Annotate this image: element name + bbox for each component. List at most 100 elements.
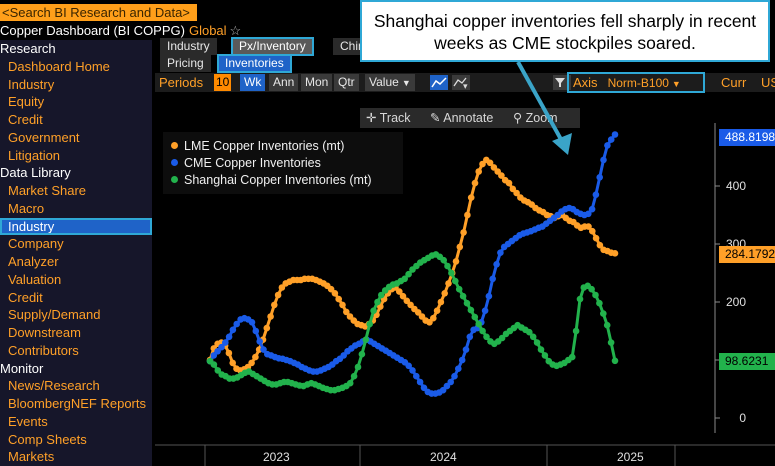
sidebar-item[interactable]: Contributors xyxy=(8,342,79,358)
sidebar-item[interactable]: Industry xyxy=(8,76,55,92)
data-point-lme xyxy=(433,307,441,314)
zoom-button[interactable]: ⚲ Zoom xyxy=(513,108,558,128)
sidebar-item[interactable]: Litigation xyxy=(8,147,61,163)
tab-inventories[interactable]: Inventories xyxy=(217,54,292,73)
line-chart-icon[interactable] xyxy=(430,75,448,90)
sidebar-item[interactable]: Credit xyxy=(8,289,43,305)
track-button[interactable]: ✛ Track xyxy=(366,108,411,128)
filter-icon-glyph xyxy=(553,75,567,90)
month-button[interactable]: Mon xyxy=(301,74,333,91)
data-point-lme xyxy=(498,172,505,179)
data-point-lme xyxy=(452,258,460,265)
sidebar-item[interactable]: Government xyxy=(8,129,80,145)
sidebar-item[interactable]: News/Research xyxy=(8,378,100,394)
pencil-icon: ✎ xyxy=(430,111,444,125)
periods-label: Periods xyxy=(159,75,204,90)
last-value-shanghai: 98.6231 xyxy=(719,353,775,370)
sidebar-item[interactable]: Dashboard Home xyxy=(8,58,110,74)
sidebar-item[interactable]: Events xyxy=(8,413,48,429)
data-point-lme xyxy=(505,179,513,187)
y-tick-label: 400 xyxy=(725,179,746,193)
annotate-label: Annotate xyxy=(443,111,494,125)
data-point-cme xyxy=(233,320,240,328)
annotate-button[interactable]: ✎ Annotate xyxy=(430,108,493,128)
chart-settings-icon-glyph: ▾ xyxy=(452,75,470,92)
data-point-shanghai xyxy=(588,285,595,293)
sidebar: Research Dashboard Home Industry Equity Cred… xyxy=(0,40,152,466)
data-point-lme xyxy=(437,298,445,306)
y-tick-label: 0 xyxy=(739,411,746,425)
sidebar-item[interactable]: Analyzer xyxy=(8,254,59,269)
annual-button[interactable]: Ann xyxy=(269,74,299,91)
zoom-label: Zoom xyxy=(525,111,558,125)
data-point-cme xyxy=(607,136,615,143)
data-point-shanghai xyxy=(455,285,463,293)
sidebar-item[interactable]: Valuation xyxy=(8,271,62,287)
data-point-cme xyxy=(588,205,596,213)
legend-label: Shanghai Copper Inventories (mt) xyxy=(184,173,372,187)
axis-dropdown[interactable]: Norm-B100 ▼ xyxy=(608,75,681,93)
currency-value[interactable]: US xyxy=(761,75,775,90)
data-point-cme xyxy=(497,249,504,256)
data-point-shanghai xyxy=(596,299,603,307)
data-point-lme xyxy=(611,250,619,257)
search-input[interactable]: <Search BI Research and Data> xyxy=(0,4,197,21)
scope-label[interactable]: Global xyxy=(188,23,227,38)
data-point-lme xyxy=(592,234,600,242)
data-point-cme xyxy=(611,131,619,138)
sidebar-item[interactable]: Company xyxy=(8,236,64,252)
data-point-lme xyxy=(252,353,259,361)
legend-label: LME Copper Inventories (mt) xyxy=(184,139,345,153)
data-point-lme xyxy=(467,194,475,201)
sidebar-item[interactable]: Macro xyxy=(8,200,45,216)
data-point-lme xyxy=(464,211,471,219)
data-point-shanghai xyxy=(378,291,385,299)
data-point-shanghai xyxy=(498,334,506,342)
data-point-cme xyxy=(222,339,229,346)
data-point-cme xyxy=(481,307,489,314)
magnifier-icon: ⚲ xyxy=(513,111,526,125)
sidebar-item[interactable]: Comp Sheets xyxy=(8,431,87,447)
data-point-shanghai xyxy=(526,328,533,336)
data-point-shanghai xyxy=(607,339,615,346)
sidebar-item[interactable]: Downstream xyxy=(8,325,81,340)
quarter-button[interactable]: Qtr xyxy=(334,74,359,91)
legend-dot xyxy=(171,176,178,183)
data-point-shanghai xyxy=(444,262,451,270)
tab-px-inventory[interactable]: Px/Inventory xyxy=(231,37,314,56)
data-point-cme xyxy=(585,210,592,218)
annotation-callout[interactable]: Shanghai copper inventories fell sharply… xyxy=(360,0,770,62)
tab-pricing[interactable]: Pricing xyxy=(160,55,211,72)
favorite-star-icon[interactable]: ☆ xyxy=(229,23,242,38)
data-point-shanghai xyxy=(440,256,448,264)
data-point-cme xyxy=(596,174,603,181)
data-point-shanghai xyxy=(401,275,408,283)
data-point-shanghai xyxy=(358,350,366,358)
sidebar-item[interactable]: Market Share xyxy=(8,183,87,198)
data-point-shanghai xyxy=(529,333,537,341)
data-point-shanghai xyxy=(576,295,584,303)
legend-item-shanghai[interactable]: Shanghai Copper Inventories (mt) xyxy=(171,172,372,189)
data-point-cme xyxy=(604,142,611,149)
data-point-shanghai xyxy=(370,307,377,314)
chart-settings-icon[interactable]: ▾ xyxy=(452,75,470,92)
periods-input[interactable]: 10 xyxy=(214,74,232,91)
week-button[interactable]: Wk xyxy=(240,74,266,91)
value-dropdown[interactable]: Value ▼ xyxy=(365,74,415,91)
sidebar-item[interactable]: Supply/Demand xyxy=(8,307,101,323)
data-point-lme xyxy=(335,295,342,303)
sidebar-item[interactable]: BloombergNEF Reports xyxy=(8,396,146,411)
legend-item-lme[interactable]: LME Copper Inventories (mt) xyxy=(171,138,344,155)
axis-control[interactable]: Axis Norm-B100 ▼ xyxy=(567,72,705,93)
data-point-cme xyxy=(455,365,462,373)
data-point-shanghai xyxy=(611,357,619,365)
data-point-cme xyxy=(466,333,474,341)
sidebar-item[interactable]: Industry xyxy=(0,217,152,236)
sidebar-item[interactable]: Credit xyxy=(8,112,43,127)
legend-dot xyxy=(171,159,178,166)
chart-tools-bar: ✛ Track ✎ Annotate ⚲ Zoom xyxy=(360,108,580,128)
sidebar-item[interactable]: Equity xyxy=(8,94,45,110)
legend-item-cme[interactable]: CME Copper Inventories xyxy=(171,155,321,172)
sidebar-item[interactable]: Markets xyxy=(8,449,55,465)
tab-industry[interactable]: Industry xyxy=(160,38,217,55)
